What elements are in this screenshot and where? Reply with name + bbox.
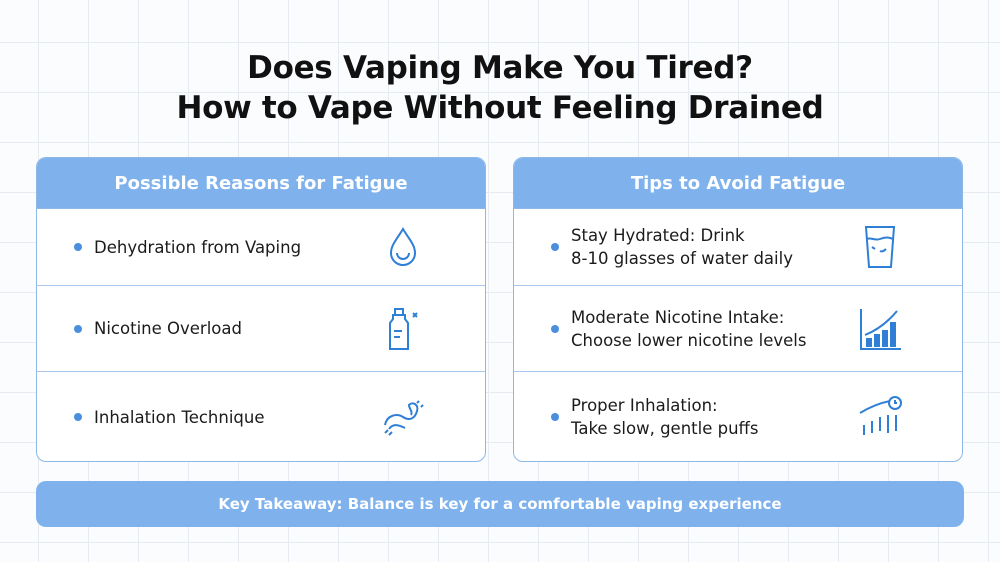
bullet — [74, 413, 82, 421]
list-item: Moderate Nicotine Intake: Choose lower ni… — [514, 286, 962, 372]
item-text: Inhalation Technique — [94, 407, 265, 427]
list-item: Dehydration from Vaping — [37, 209, 485, 286]
item-text: Nicotine Overload — [94, 319, 242, 338]
nicotine-bottle-icon — [389, 307, 418, 350]
tips-card: Tips to Avoid Fatigue Stay Hydrated: Dri… — [513, 157, 963, 462]
water-drop-icon — [389, 227, 417, 266]
list-item: Inhalation Technique — [37, 372, 485, 461]
list-item: Nicotine Overload — [37, 286, 485, 372]
item-text: Dehydration from Vaping — [94, 237, 302, 257]
bullet — [551, 324, 559, 333]
title-line-2: How to Vape Without Feeling Drained — [176, 90, 824, 126]
bar-chart-icon — [860, 308, 901, 350]
list-item: Proper Inhalation: Take slow, gentle puff… — [514, 372, 962, 461]
water-glass-icon — [864, 226, 896, 268]
item-text: Stay Hydrated: Drink 8-10 glasses of wate… — [571, 226, 793, 268]
title-line-1: Does Vaping Make You Tired? — [247, 50, 753, 86]
list-item: Stay Hydrated: Drink 8-10 glasses of wate… — [514, 209, 962, 286]
breath-icon — [384, 400, 424, 436]
bullet — [551, 413, 559, 421]
clock-chart-icon — [859, 396, 902, 435]
bullet — [74, 243, 82, 251]
item-text: Proper Inhalation: Take slow, gentle puff… — [571, 396, 759, 438]
bullet — [74, 324, 82, 333]
item-text: Moderate Nicotine Intake: Choose lower ni… — [571, 307, 807, 350]
bullet — [551, 243, 559, 251]
reasons-heading: Possible Reasons for Fatigue — [37, 158, 485, 209]
key-takeaway-banner: Key Takeaway: Balance is key for a comfo… — [36, 481, 964, 527]
reasons-card: Possible Reasons for Fatigue Dehydration… — [36, 157, 486, 462]
tips-heading: Tips to Avoid Fatigue — [514, 158, 962, 209]
